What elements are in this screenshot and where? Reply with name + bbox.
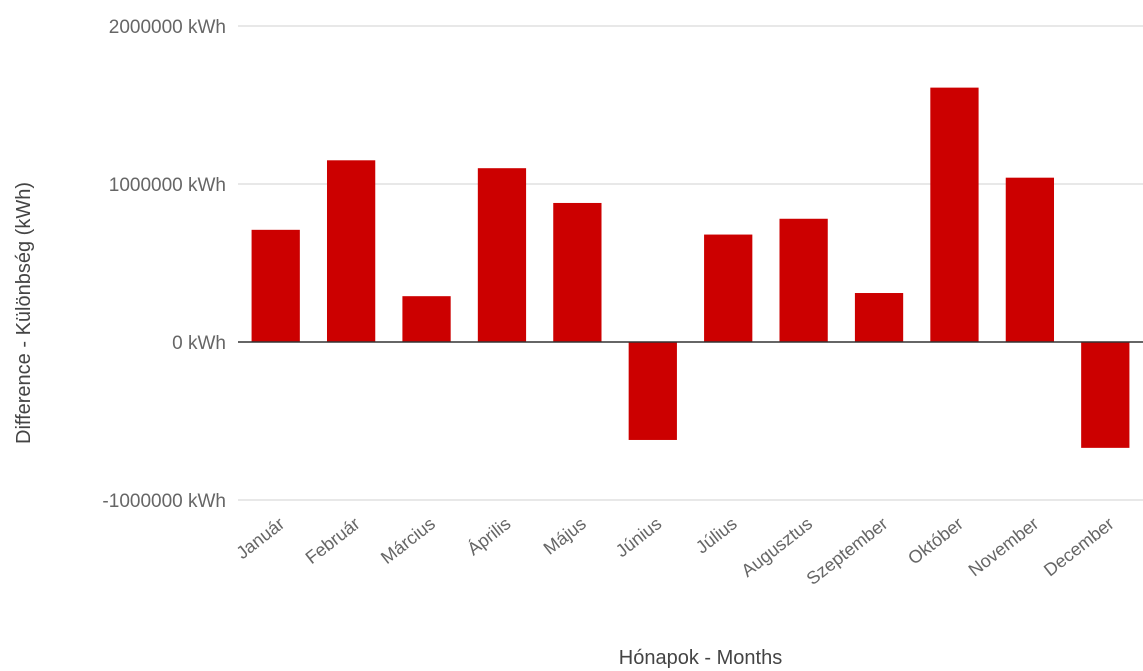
x-axis-title: Hónapok - Months [619,647,782,669]
x-category-label: December [1040,513,1118,580]
bar-9 [854,293,904,342]
gridlines [238,25,1143,501]
bar-11 [1005,177,1055,342]
bar-8 [779,218,828,342]
x-category-label: November [965,513,1043,580]
bar-7 [704,234,753,342]
x-category-label: Július [692,513,741,557]
bars [251,87,1130,448]
bar-1 [251,229,300,342]
x-category-label: Október [904,513,967,568]
bar-4 [477,168,527,342]
y-axis-tick-labels: 2000000 kWh 1000000 kWh 0 kWh -1000000 kWh [102,17,226,512]
y-tick-label: 1000000 kWh [109,175,226,196]
y-tick-label: -1000000 kWh [102,491,226,512]
x-category-label: Április [463,513,514,559]
bar-3 [402,296,451,342]
bar-12 [1081,342,1130,448]
y-tick-label: 0 kWh [172,333,226,354]
bar-10 [930,87,979,343]
y-tick-label: 2000000 kWh [109,17,226,38]
x-category-label: Május [540,513,590,558]
y-axis-title: Difference - Különbség (kWh) [13,182,35,444]
x-category-label: Január [232,513,288,563]
x-category-label: Február [302,513,364,568]
x-category-label: Szeptember [803,513,892,589]
bar-6 [628,342,677,440]
x-category-label: Június [612,513,665,561]
bar-5 [553,202,602,342]
x-category-label: Március [377,513,439,568]
x-axis-category-labels: Január Február Március Április Május Június Jú… [232,513,1117,589]
bar-2 [326,160,376,342]
